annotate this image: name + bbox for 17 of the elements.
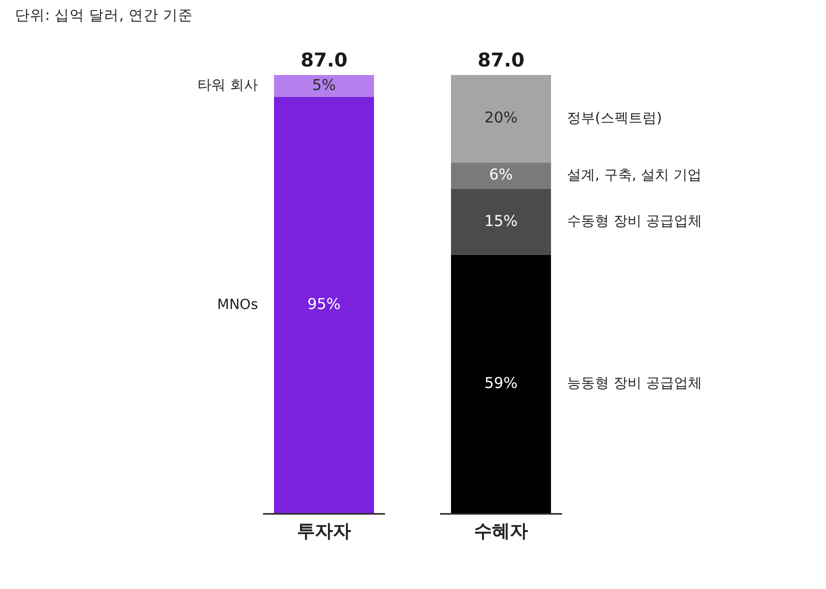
data-label: 5% — [312, 76, 336, 94]
data-label: 6% — [489, 166, 513, 184]
x-tick-label: 투자자 — [297, 520, 351, 542]
data-label: 15% — [484, 212, 518, 230]
series-label: 정부(스펙트럼) — [567, 110, 662, 126]
data-label: 20% — [484, 108, 518, 127]
data-label: 95% — [307, 295, 341, 314]
x-tick-label: 수혜자 — [474, 520, 528, 542]
series-label: MNOs — [217, 296, 258, 313]
text: 단위: 십억 달러, 연간 기준 — [15, 7, 193, 25]
annotation: 87.0 — [300, 49, 348, 72]
data-label: 59% — [484, 374, 518, 392]
series-label: 능동형 장비 공급업체 — [567, 376, 702, 392]
series-label: 타워 회사 — [198, 78, 258, 94]
series-label: 설계, 구축, 설치 기업 — [567, 167, 702, 184]
annotation: 87.0 — [478, 49, 524, 72]
series-label: 수동형 장비 공급업체 — [567, 214, 702, 230]
